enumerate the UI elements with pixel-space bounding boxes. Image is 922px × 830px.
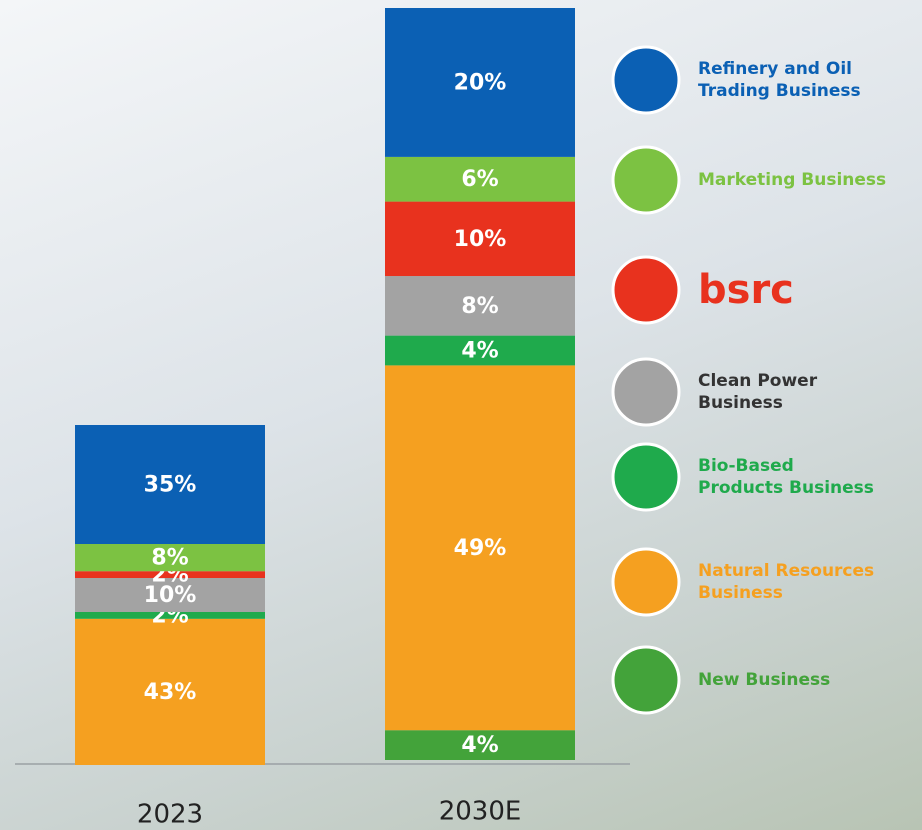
- legend-icon: [613, 47, 679, 113]
- legend-label: Bio-Based Products Business: [698, 455, 878, 499]
- value-label: 6%: [461, 167, 498, 192]
- legend-label: Natural Resources Business: [698, 560, 878, 604]
- legend-label: Clean Power Business: [698, 370, 898, 414]
- category-label: 2030E: [439, 797, 522, 827]
- legend-icon: [613, 444, 679, 510]
- category-label: 2023: [137, 800, 203, 830]
- legend-label: Refinery and Oil Trading Business: [698, 58, 873, 102]
- value-label: 20%: [454, 70, 507, 95]
- value-label: 43%: [144, 680, 197, 705]
- value-label: 10%: [454, 227, 507, 252]
- value-label: 8%: [461, 294, 498, 319]
- legend-label: Marketing Business: [698, 169, 898, 191]
- legend-icon: [613, 549, 679, 615]
- value-label: 8%: [151, 546, 188, 571]
- page: 202343%2%10%2%8%35%2030E4%49%4%8%10%6%20…: [0, 0, 922, 830]
- legend-icon: [613, 359, 679, 425]
- legend-icon: [613, 257, 679, 323]
- legend-label: bsrc: [698, 279, 898, 301]
- legend-icon: [613, 147, 679, 213]
- value-label: 35%: [144, 473, 197, 498]
- legend-label: New Business: [698, 669, 898, 691]
- legend-icon: [613, 647, 679, 713]
- value-label: 4%: [461, 338, 498, 363]
- value-label: 49%: [454, 536, 507, 561]
- value-label: 4%: [461, 733, 498, 758]
- chart: 202343%2%10%2%8%35%2030E4%49%4%8%10%6%20…: [0, 0, 922, 830]
